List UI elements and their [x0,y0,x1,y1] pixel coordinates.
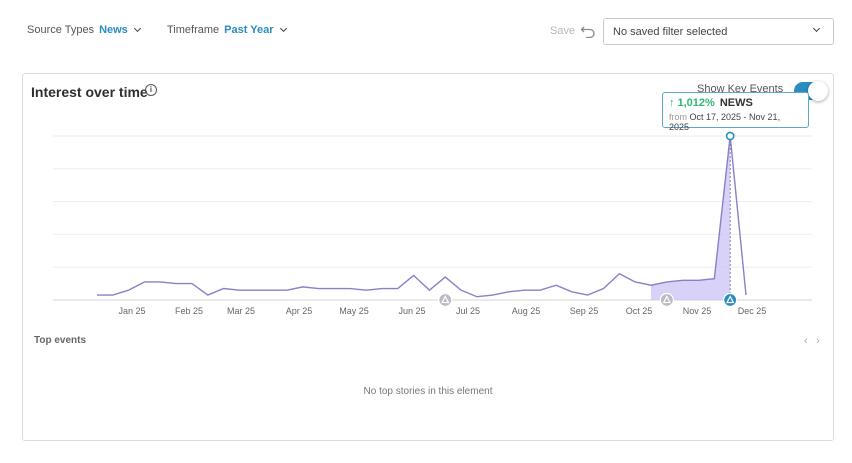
data-point [127,288,131,292]
save-button[interactable]: Save [550,25,576,37]
series-line [97,135,747,298]
saved-filter-text: No saved filter selected [613,26,728,38]
data-point [190,282,194,286]
key-event-marker[interactable] [723,292,738,308]
x-tick-label: Oct 25 [626,306,653,316]
source-types-value: News [99,24,128,36]
data-point [681,278,685,282]
card-title: Interest over time [31,84,148,100]
data-point [174,282,178,286]
data-point [111,293,115,297]
peak-tooltip: ↑ 1,012% NEWS from Oct 17, 2025 - Nov 21… [662,92,809,132]
data-point [665,280,669,284]
top-events-title: Top events [34,335,87,346]
data-point [538,288,542,292]
arrow-up-icon: ↑ [669,97,675,109]
data-point [586,293,590,297]
data-point [332,287,336,291]
source-types-label: Source Types [27,24,95,36]
x-tick-label: Aug 25 [512,306,541,316]
data-point [491,293,495,297]
x-tick-label: May 25 [339,306,369,316]
interest-chart: Jan 25 Feb 25 Mar 25 Apr 25 May 25 Jun 25 Jul … [53,131,812,316]
saved-filter-select[interactable]: No saved filter selected [603,18,834,45]
data-point [348,287,352,291]
x-tick-label: Dec 25 [738,306,767,316]
chevron-down-icon [133,24,141,33]
data-point [222,287,226,291]
tooltip-from-label: from [669,112,687,122]
no-top-stories-message: No top stories in this element [363,386,493,397]
toggle-knob [808,81,828,101]
key-event-marker[interactable] [659,292,674,308]
chevron-down-icon [812,24,821,33]
x-tick-label: Apr 25 [286,306,313,316]
x-tick-label: Jan 25 [118,306,145,316]
chevron-left-icon[interactable]: ‹ [804,335,808,347]
data-point [554,283,558,287]
x-tick-label: Nov 25 [683,306,712,316]
tooltip-source: NEWS [719,97,753,109]
info-icon[interactable]: i [145,84,157,96]
timeframe-value: Past Year [224,24,274,36]
data-point [443,275,447,279]
x-tick-label: Mar 25 [227,306,255,316]
timeframe-filter[interactable]: Timeframe Past Year [167,24,287,36]
data-point [602,287,606,291]
data-point [427,288,431,292]
data-point [459,288,463,292]
data-point [237,288,241,292]
interest-over-time-card: Interest over time i Show Key Events Jan… [22,73,834,441]
data-point [617,272,621,276]
data-point [269,288,273,292]
chevron-down-icon [279,24,287,33]
data-point [158,280,162,284]
x-tick-label: Jul 25 [456,306,480,316]
peak-point [725,131,735,141]
tooltip-change: 1,012% [677,97,715,109]
data-point [412,273,416,277]
data-point [95,293,99,297]
x-tick-label: Feb 25 [175,306,203,316]
data-point [206,293,210,297]
data-point [380,287,384,291]
data-point [744,293,748,297]
data-point [317,287,321,291]
data-point [712,277,716,281]
timeframe-label: Timeframe [167,24,220,36]
source-types-filter[interactable]: Source Types News [27,24,141,36]
data-point [570,290,574,294]
data-point [142,280,146,284]
data-point [649,283,653,287]
data-point [507,290,511,294]
chevron-right-icon[interactable]: › [816,335,820,347]
tooltip-range: Oct 17, 2025 - Nov 21, 2025 [669,112,781,132]
data-point [285,288,289,292]
x-tick-label: Jun 25 [398,306,425,316]
data-point [301,285,305,289]
data-point [633,280,637,284]
highlight-area [651,136,731,300]
data-point [253,288,257,292]
data-point [396,287,400,291]
data-point [522,288,526,292]
data-point [364,288,368,292]
key-event-marker[interactable] [438,292,453,308]
x-tick-label: Sep 25 [570,306,599,316]
data-point [697,278,701,282]
data-point [475,295,479,299]
undo-icon[interactable] [580,24,596,38]
